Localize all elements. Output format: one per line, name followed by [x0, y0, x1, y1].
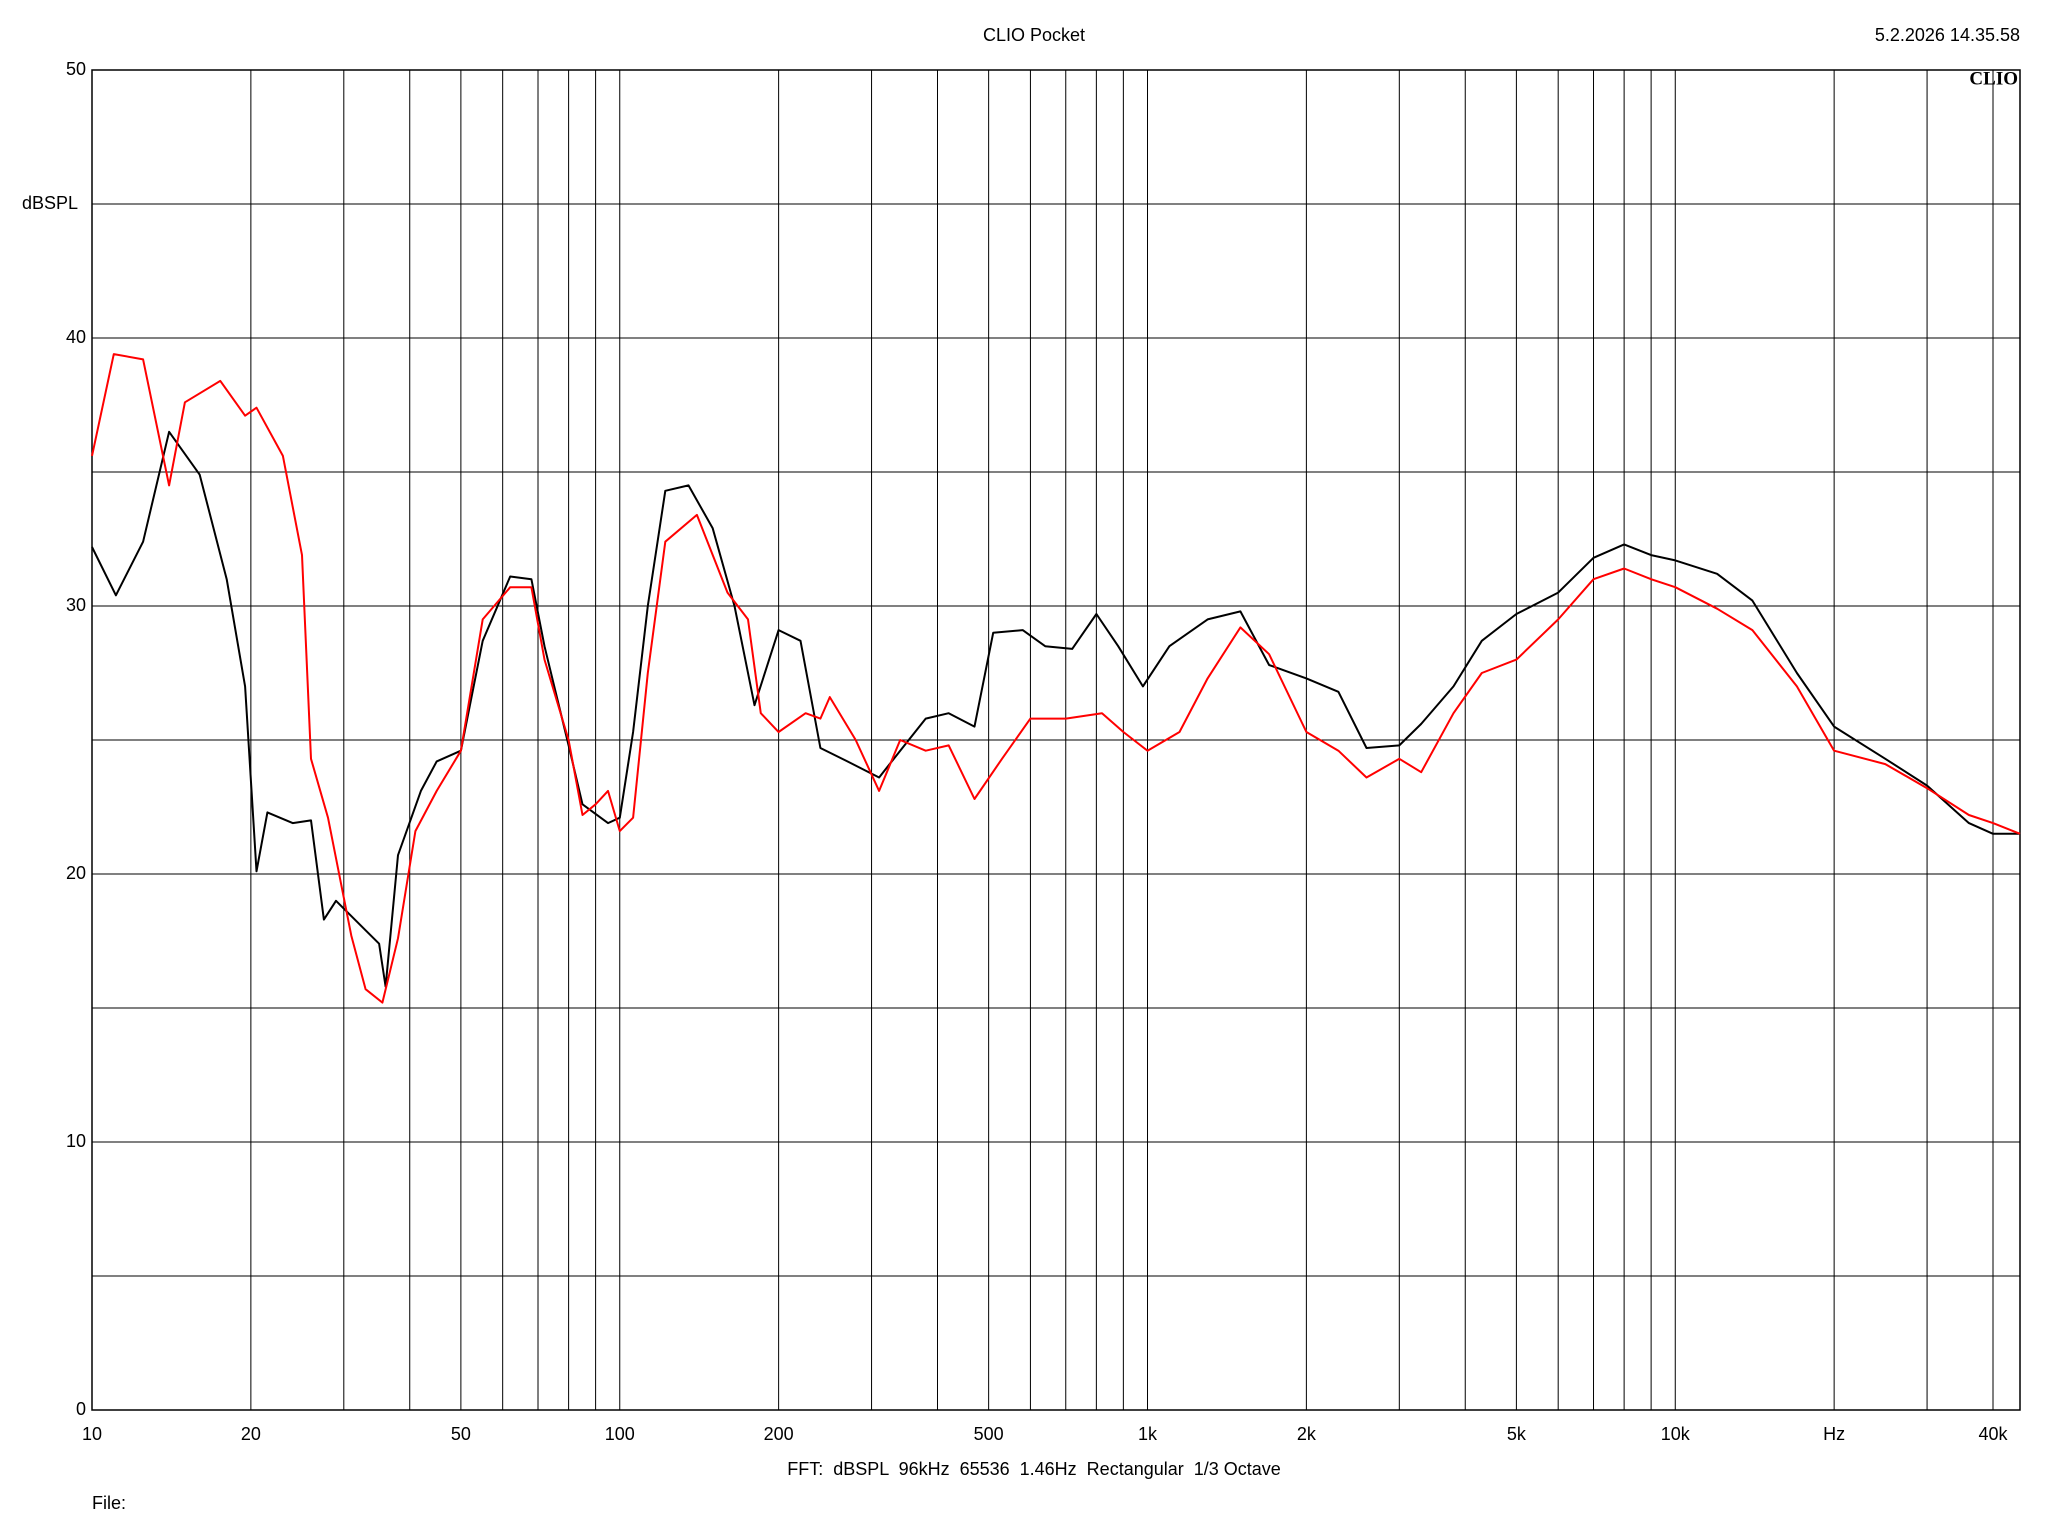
x-tick-label: 10k	[1661, 1424, 1691, 1444]
x-tick-label: 500	[974, 1424, 1004, 1444]
x-tick-label: 20	[241, 1424, 261, 1444]
x-tick-label: 5k	[1507, 1424, 1527, 1444]
x-tick-label: 50	[451, 1424, 471, 1444]
series-line	[91, 353, 2021, 1004]
x-tick-label: 2k	[1297, 1424, 1317, 1444]
x-tick-label: 1k	[1138, 1424, 1158, 1444]
x-tick-label: 100	[605, 1424, 635, 1444]
x-tick-label: Hz	[1823, 1424, 1845, 1444]
x-tick-label: 40k	[1978, 1424, 2008, 1444]
y-axis-label: dBSPL	[22, 193, 78, 213]
logo: CLIO	[1969, 68, 2018, 89]
y-tick-label: 20	[66, 863, 86, 883]
x-tick-label: 10	[82, 1424, 102, 1444]
footer: FFT: dBSPL 96kHz 65536 1.46Hz Rectangula…	[787, 1459, 1281, 1479]
plot-frame	[91, 69, 2021, 1411]
y-tick-label: 30	[66, 595, 86, 615]
chart-title: CLIO Pocket	[983, 25, 1085, 45]
series-line	[91, 430, 2020, 988]
x-tick-label: 200	[764, 1424, 794, 1444]
file-label: File:	[92, 1493, 126, 1513]
y-tick-label: 10	[66, 1131, 86, 1151]
y-tick-label: 50	[66, 59, 86, 79]
y-tick-label: 40	[66, 327, 86, 347]
y-tick-label: 0	[76, 1399, 86, 1419]
timestamp: 5.2.2026 14.35.58	[1875, 25, 2020, 45]
